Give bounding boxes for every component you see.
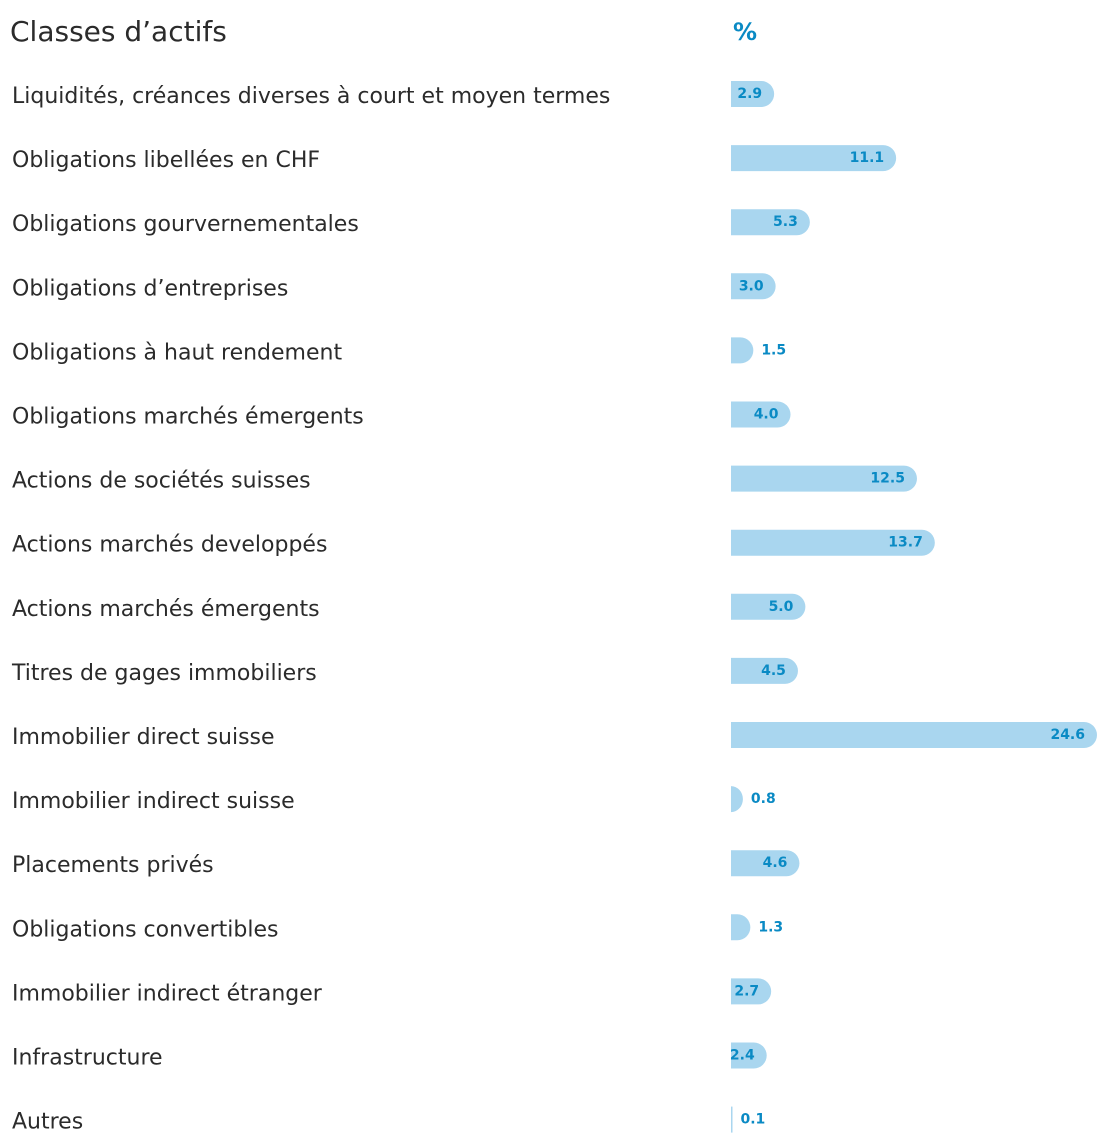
category-label: Obligations convertibles	[12, 917, 278, 942]
category-label: Immobilier indirect suisse	[12, 789, 295, 814]
category-label: Obligations libellées en CHF	[12, 148, 320, 173]
value-label: 2.4	[730, 1048, 755, 1064]
value-label: 4.0	[754, 407, 779, 423]
category-label: Obligations à haut rendement	[12, 340, 342, 365]
bar	[731, 786, 743, 813]
bar	[731, 1106, 733, 1133]
value-label: 24.6	[1050, 727, 1085, 743]
bar	[731, 850, 800, 877]
category-label: Obligations gourvernementales	[12, 212, 359, 237]
value-label: 4.6	[763, 855, 788, 871]
value-label: 1.5	[761, 342, 786, 358]
bar	[731, 337, 754, 364]
bar	[731, 914, 751, 941]
value-label: 3.0	[739, 278, 764, 294]
bar	[731, 978, 772, 1005]
value-label: 1.3	[758, 919, 783, 935]
bar	[731, 529, 935, 556]
category-label: Placements privés	[12, 853, 214, 878]
bar	[731, 81, 775, 107]
category-label: Titres de gages immobiliers	[11, 661, 317, 686]
category-label: Autres	[12, 1110, 83, 1133]
value-label: 5.3	[773, 214, 798, 230]
bar	[731, 465, 917, 492]
category-label: Immobilier indirect étranger	[12, 981, 323, 1006]
value-label: 11.1	[850, 150, 885, 166]
bar	[731, 145, 897, 172]
value-label: 4.5	[761, 663, 786, 679]
value-label: 12.5	[870, 471, 905, 487]
value-header: %	[733, 18, 757, 46]
value-label: 0.8	[751, 791, 776, 807]
value-label: 2.7	[734, 983, 759, 999]
chart-title: Classes d’actifs	[10, 15, 227, 48]
category-label: Obligations marchés émergents	[12, 405, 364, 430]
category-label: Liquidités, créances diverses à court et…	[12, 84, 610, 109]
value-label: 5.0	[769, 599, 794, 615]
bar	[731, 593, 806, 620]
category-label: Actions marchés émergents	[12, 597, 320, 622]
bar	[731, 401, 791, 428]
bar	[731, 1042, 767, 1069]
bar	[731, 657, 798, 684]
value-label: 2.9	[737, 86, 762, 102]
bar	[731, 722, 1097, 748]
category-label: Infrastructure	[12, 1046, 163, 1071]
bar	[731, 273, 776, 300]
category-label: Immobilier direct suisse	[12, 725, 275, 750]
value-label: 13.7	[888, 535, 923, 551]
bar	[731, 209, 810, 236]
value-label: 0.1	[741, 1112, 766, 1128]
category-label: Obligations d’entreprises	[12, 276, 288, 301]
category-label: Actions de sociétés suisses	[12, 469, 311, 494]
category-label: Actions marchés developpés	[12, 533, 327, 558]
